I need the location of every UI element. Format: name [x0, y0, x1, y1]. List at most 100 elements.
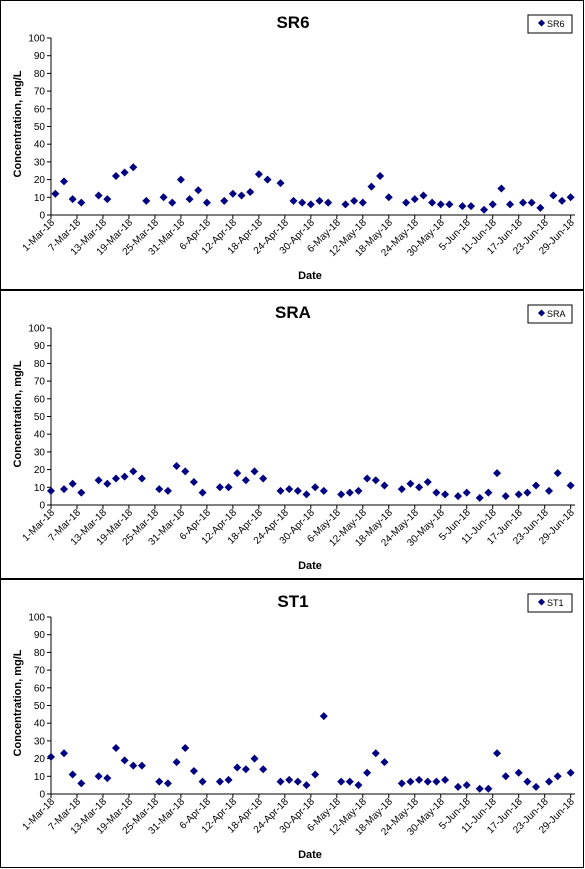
data-point	[319, 712, 328, 721]
data-point	[493, 469, 502, 478]
data-point	[397, 779, 406, 788]
data-point	[384, 193, 393, 202]
y-tick-label: 0	[39, 501, 45, 512]
data-point	[254, 170, 263, 179]
data-point	[376, 172, 385, 181]
data-point	[77, 779, 86, 788]
data-point	[441, 775, 450, 784]
data-point	[215, 483, 224, 492]
data-point	[553, 772, 562, 781]
y-tick-label: 10	[34, 483, 46, 494]
data-point	[103, 479, 112, 488]
data-point	[111, 474, 120, 483]
data-point	[397, 485, 406, 494]
data-point	[475, 784, 484, 793]
data-point	[462, 781, 471, 790]
data-point	[324, 198, 333, 207]
data-point	[475, 493, 484, 502]
y-tick-label: 20	[34, 754, 46, 765]
y-tick-label: 90	[34, 341, 46, 352]
data-point	[47, 752, 55, 761]
y-tick-label: 40	[34, 430, 46, 441]
data-point	[120, 756, 129, 765]
data-point	[276, 486, 285, 495]
chart-panel-sr6: SR6 Concentration, mg/L Date SR6 0 10 20 30…	[0, 0, 584, 290]
data-point	[181, 743, 190, 752]
data-point	[68, 479, 77, 488]
data-point	[94, 191, 103, 200]
data-point	[51, 189, 60, 198]
data-point	[77, 488, 86, 497]
chart-panel-sra: SRA Concentration, mg/L Date SRA 0 10 20 30…	[0, 290, 584, 579]
data-point	[47, 486, 55, 495]
chart-sr6: SR6 Concentration, mg/L Date SR6 0 10 20 30…	[12, 13, 577, 282]
data-point	[527, 198, 536, 207]
data-point	[293, 777, 302, 786]
data-point	[436, 200, 445, 209]
data-point	[432, 488, 441, 497]
data-point	[250, 754, 259, 763]
data-point	[514, 490, 523, 499]
y-tick-label: 0	[39, 790, 45, 801]
data-point	[536, 203, 545, 212]
data-point	[410, 195, 419, 204]
data-point	[189, 766, 198, 775]
y-axis-label: Concentration, mg/L	[12, 70, 24, 177]
data-point	[423, 477, 432, 486]
data-point	[306, 200, 315, 209]
legend-box	[527, 304, 573, 324]
data-point	[168, 198, 177, 207]
data-point	[367, 182, 376, 191]
data-point	[302, 781, 311, 790]
legend: SRA	[527, 304, 573, 324]
data-point	[276, 777, 285, 786]
data-point	[285, 485, 294, 494]
data-point	[462, 488, 471, 497]
chart-st1: ST1 Concentration, mg/L Date ST1 0 10 20 30…	[12, 592, 577, 861]
y-tick-label: 0	[39, 211, 45, 222]
data-point	[484, 784, 493, 793]
data-point	[484, 488, 493, 497]
data-point	[311, 770, 320, 779]
data-point	[345, 488, 354, 497]
y-axis-label: Concentration, mg/L	[12, 360, 24, 467]
y-tick-label: 10	[34, 772, 46, 783]
data-point	[553, 469, 562, 478]
data-point	[155, 777, 164, 786]
data-point	[263, 175, 272, 184]
data-point	[441, 490, 450, 499]
y-tick-label: 50	[34, 701, 46, 712]
data-point	[497, 184, 506, 193]
y-tick-label: 80	[34, 359, 46, 370]
data-point	[423, 777, 432, 786]
data-point	[194, 186, 203, 195]
data-point	[458, 202, 467, 211]
data-point	[129, 163, 138, 172]
data-point	[493, 749, 502, 758]
legend-marker	[537, 309, 546, 317]
data-point	[259, 474, 268, 483]
data-point	[298, 198, 307, 207]
data-point	[454, 492, 463, 501]
data-point	[341, 200, 350, 209]
chart-title: SRA	[275, 303, 311, 322]
y-tick-label: 70	[34, 377, 46, 388]
data-point	[159, 193, 168, 202]
data-point	[224, 775, 233, 784]
data-point	[77, 198, 86, 207]
chart-panel-st1: ST1 Concentration, mg/L Date ST1 0 10 20 30…	[0, 579, 584, 868]
data-point	[215, 777, 224, 786]
data-point	[337, 490, 346, 499]
y-tick-label: 50	[34, 412, 46, 423]
data-point	[103, 774, 112, 783]
data-point	[337, 777, 346, 786]
legend-box	[527, 14, 573, 34]
y-tick-label: 90	[34, 630, 46, 641]
y-tick-label: 60	[34, 683, 46, 694]
data-point	[467, 202, 476, 211]
y-tick-label: 90	[34, 51, 46, 62]
data-point	[293, 486, 302, 495]
data-point	[285, 775, 294, 784]
y-tick-label: 80	[34, 648, 46, 659]
data-point	[480, 205, 489, 214]
